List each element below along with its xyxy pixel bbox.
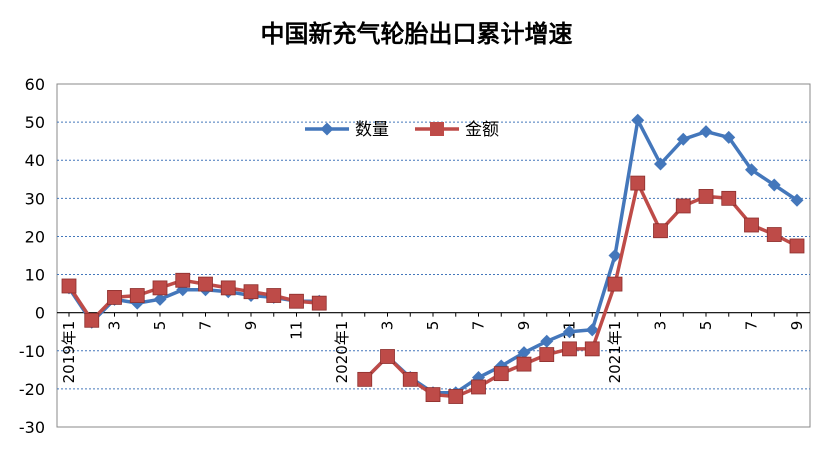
y-tick-label: 40 [25, 151, 45, 170]
legend-label: 数量 [355, 120, 389, 140]
y-tick-label: -20 [19, 380, 45, 399]
data-point-amount [84, 312, 100, 328]
x-tick-label: 3 [379, 321, 397, 331]
y-tick-label: 10 [25, 266, 45, 285]
data-point-amount [698, 189, 714, 204]
x-tick-label: 7 [197, 321, 215, 331]
data-point-quantity [790, 193, 804, 207]
y-tick-label: 20 [25, 227, 45, 246]
x-tick-label: 7 [470, 321, 488, 331]
legend-label: 金额 [465, 120, 499, 140]
x-tick-label: 2021年1 [606, 321, 624, 384]
data-point-amount [653, 223, 668, 239]
x-tick-label: 2019年1 [60, 321, 78, 384]
data-point-amount [107, 290, 122, 305]
data-point-amount [448, 389, 464, 404]
y-tick-label: -30 [19, 418, 45, 437]
data-point-amount [220, 280, 236, 296]
data-point-quantity [608, 249, 622, 262]
data-point-amount [311, 295, 327, 311]
y-tick-label: 60 [25, 75, 45, 94]
x-tick-label: 7 [743, 321, 761, 331]
data-point-amount [562, 341, 577, 357]
data-point-quantity [767, 178, 781, 192]
x-tick-label: 3 [106, 321, 124, 331]
data-point-quantity [631, 113, 645, 127]
data-point-quantity [676, 132, 690, 146]
data-point-amount [425, 387, 441, 403]
data-point-amount [789, 238, 805, 254]
x-tick-label: 5 [424, 321, 442, 331]
data-point-amount [766, 227, 782, 242]
data-point-amount [289, 293, 304, 309]
legend-marker-diamond [320, 122, 334, 136]
y-tick-label: -10 [19, 342, 45, 361]
data-point-amount [152, 280, 168, 296]
plot-area-border [56, 83, 811, 428]
data-point-quantity [654, 157, 667, 171]
y-tick-label: 30 [25, 189, 45, 208]
y-tick-label: 50 [25, 113, 45, 132]
data-point-amount [61, 278, 77, 294]
data-point-amount [744, 217, 759, 233]
data-point-amount [402, 371, 418, 387]
data-point-quantity [153, 292, 167, 306]
data-point-quantity [540, 334, 554, 348]
x-tick-label: 3 [652, 321, 670, 331]
x-tick-label: 9 [242, 321, 260, 331]
data-point-amount [266, 288, 282, 303]
data-point-quantity [585, 323, 599, 337]
data-point-amount [516, 356, 532, 372]
legend-marker-square [430, 122, 444, 136]
data-point-amount [357, 371, 373, 387]
data-point-amount [175, 272, 191, 288]
data-point-amount [584, 341, 600, 357]
x-tick-label: 5 [697, 321, 715, 331]
x-tick-label: 2020年1 [333, 321, 351, 384]
series-line-0 [67, 118, 798, 395]
data-point-amount [198, 276, 213, 292]
x-tick-label: 11 [288, 321, 306, 340]
data-point-quantity [745, 163, 758, 177]
x-tick-label: 9 [515, 321, 533, 331]
x-tick-label: 5 [151, 321, 169, 331]
data-point-amount [380, 349, 395, 364]
x-tick-label: 9 [788, 321, 806, 331]
data-point-quantity [699, 125, 713, 139]
data-point-quantity [517, 346, 531, 360]
data-point-amount [721, 190, 737, 206]
chart-title: 中国新充气轮胎出口累计增速 [260, 19, 573, 48]
data-point-amount [493, 366, 509, 382]
data-point-quantity [563, 325, 576, 339]
data-point-amount [607, 276, 623, 292]
data-point-amount [539, 347, 555, 362]
data-point-quantity [722, 130, 736, 144]
data-point-amount [630, 175, 646, 191]
data-point-amount [243, 284, 259, 300]
data-point-amount [471, 379, 486, 395]
y-tick-label: 0 [35, 304, 45, 323]
data-point-amount [675, 198, 691, 214]
data-point-amount [129, 288, 145, 303]
